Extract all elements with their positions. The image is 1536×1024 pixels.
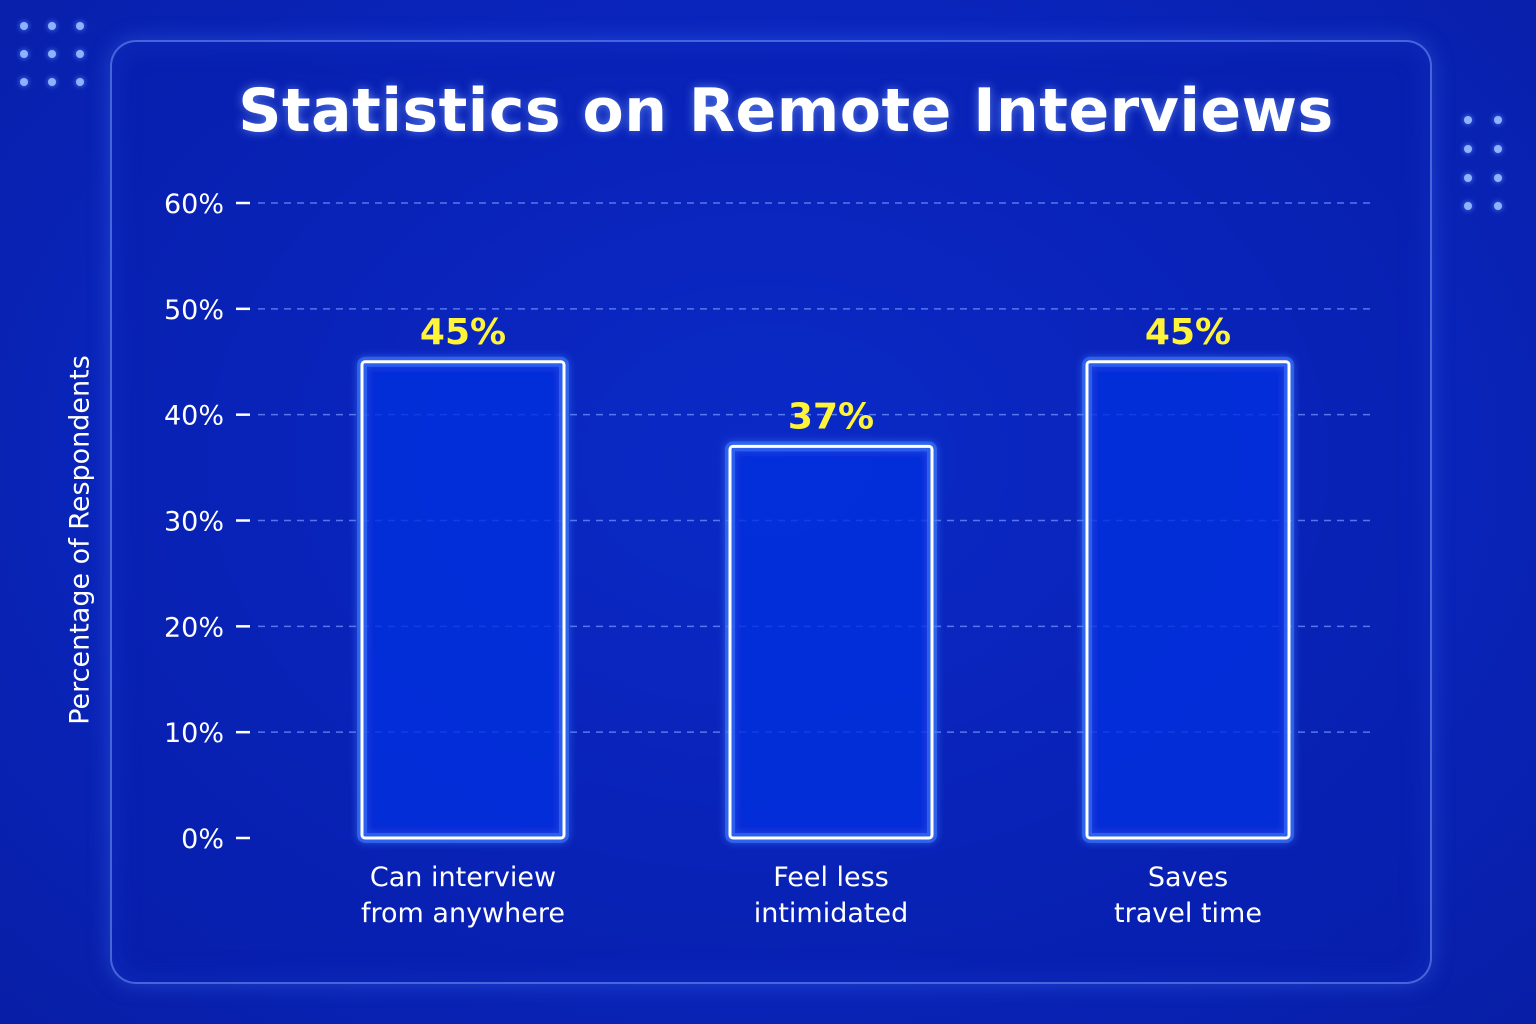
x-category-label-line: Saves bbox=[1148, 862, 1228, 893]
y-tick-label: 60% bbox=[164, 189, 224, 220]
y-tick-label: 0% bbox=[181, 824, 224, 855]
y-tick-label: 30% bbox=[164, 507, 224, 538]
y-tick-label: 20% bbox=[164, 612, 224, 643]
x-category-label-line: Can interview bbox=[370, 862, 556, 893]
chart-title: Statistics on Remote Interviews bbox=[238, 76, 1334, 146]
x-category-label-line: Feel less bbox=[773, 862, 889, 893]
x-category-label-line: intimidated bbox=[754, 898, 909, 929]
bar bbox=[728, 444, 934, 840]
y-tick-label: 40% bbox=[164, 401, 224, 432]
x-category-label: Feel less intimidated bbox=[754, 862, 909, 929]
x-category-label-line: from anywhere bbox=[361, 898, 565, 929]
bar bbox=[360, 360, 566, 840]
data-label: 45% bbox=[420, 312, 506, 353]
bar-glow bbox=[357, 356, 569, 843]
data-label: 37% bbox=[788, 396, 874, 437]
y-tick-label: 10% bbox=[164, 718, 224, 749]
y-tick-label: 50% bbox=[164, 295, 224, 326]
bar-glow bbox=[725, 441, 937, 843]
x-category-label: Saves travel time bbox=[1114, 862, 1262, 929]
x-category-label: Can interview from anywhere bbox=[361, 862, 565, 929]
decorative-dots-top-left bbox=[20, 22, 90, 88]
data-label: 45% bbox=[1145, 312, 1231, 353]
bar bbox=[1085, 360, 1291, 840]
bar-glow bbox=[1082, 356, 1294, 843]
x-category-label-line: travel time bbox=[1114, 898, 1262, 929]
decorative-dots-right bbox=[1464, 116, 1504, 212]
